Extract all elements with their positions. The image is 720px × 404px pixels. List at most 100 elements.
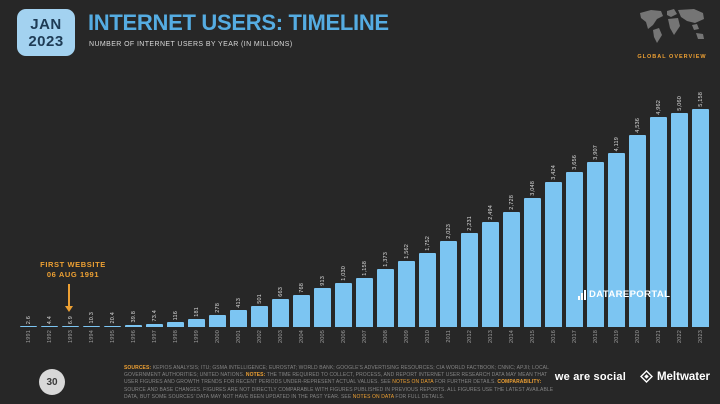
bar-column: 73.4: [144, 310, 165, 327]
footnote-segment-normal: KEPIOS ANALYSIS; ITU; GSMA INTELLIGENCE;…: [124, 365, 549, 379]
year-label: 2005: [319, 330, 326, 344]
bar: [398, 261, 415, 327]
bar-value-label: 2,728: [508, 195, 515, 210]
bar-column: 278: [207, 303, 228, 327]
year-label-cell: 2000: [207, 330, 228, 352]
bar-column: 4,536: [627, 118, 648, 327]
bar-value-label: 4,119: [613, 136, 620, 151]
bar-value-label: 913: [319, 276, 326, 286]
year-label: 2018: [592, 330, 599, 344]
year-label: 1996: [130, 330, 137, 344]
year-label-cell: 2001: [228, 330, 249, 352]
date-badge: JAN 2023: [17, 9, 75, 56]
footnote-segment-normal: THE TIME REQUIRED TO COLLECT, PROCESS, A…: [124, 372, 548, 386]
year-label: 1994: [88, 330, 95, 344]
year-label-cell: 2014: [501, 330, 522, 352]
year-label-cell: 2011: [438, 330, 459, 352]
bar: [419, 253, 436, 327]
x-axis-year-labels: 1991 1992 1993 1994 1995 1996 1997 1998 1999 2000…: [18, 330, 711, 352]
year-label-cell: 2020: [627, 330, 648, 352]
bar-column: 116: [165, 311, 186, 327]
bar-column: 3,907: [585, 145, 606, 327]
bar-column: 2,023: [438, 224, 459, 327]
year-label-cell: 1998: [165, 330, 186, 352]
footnote-segment-link: NOTES ON DATA: [392, 379, 434, 386]
bar: [629, 135, 646, 327]
source-notes-text: SOURCES: KEPIOS ANALYSIS; ITU; GSMA INTE…: [124, 365, 554, 401]
bar: [167, 322, 184, 327]
global-overview-label: GLOBAL OVERVIEW: [637, 54, 707, 60]
year-label: 2013: [487, 330, 494, 344]
bar: [587, 162, 604, 327]
bar: [230, 310, 247, 327]
year-label: 2020: [634, 330, 641, 344]
year-label: 1991: [25, 330, 32, 344]
year-label-cell: 2017: [564, 330, 585, 352]
bar-column: 1,752: [417, 236, 438, 327]
bar: [125, 325, 142, 327]
year-label-cell: 1995: [102, 330, 123, 352]
bar: [293, 295, 310, 327]
footnote-segment-normal: SOURCE AND BASE CHANGES. FIGURES ARE NOT…: [124, 386, 554, 400]
bar-column: 5,060: [669, 96, 690, 327]
year-label: 2000: [214, 330, 221, 344]
bar: [545, 182, 562, 327]
year-label: 2011: [445, 330, 452, 343]
bar-column: 10.3: [81, 312, 102, 327]
year-label-cell: 2012: [459, 330, 480, 352]
year-label: 2007: [361, 330, 368, 344]
footnote-segment-key: COMPARABILITY:: [497, 379, 542, 386]
bar-value-label: 73.4: [151, 310, 158, 322]
year-label-cell: 2004: [291, 330, 312, 352]
bar: [377, 269, 394, 327]
bar-value-label: 3,048: [529, 181, 536, 196]
bar: [104, 326, 121, 327]
bar-value-label: 4,536: [634, 118, 641, 133]
bar-column: 6.9: [60, 316, 81, 327]
bar: [146, 324, 163, 327]
bar-column: 2,728: [501, 195, 522, 327]
year-label: 1999: [193, 330, 200, 344]
bar: [692, 109, 709, 327]
bar-value-label: 2,023: [445, 224, 452, 239]
year-label-cell: 1991: [18, 330, 39, 352]
bar-value-label: 1,030: [340, 266, 347, 281]
bar-column: 2,231: [459, 216, 480, 327]
year-label-cell: 1999: [186, 330, 207, 352]
bar-value-label: 3,656: [571, 155, 578, 170]
bar-value-label: 3,907: [592, 145, 599, 160]
bar: [671, 113, 688, 327]
bar-value-label: 4,962: [655, 100, 662, 115]
bar-column: 2,494: [480, 205, 501, 327]
footer-logos: we are social Meltwater: [555, 370, 710, 383]
year-label-cell: 2015: [522, 330, 543, 352]
year-label-cell: 1997: [144, 330, 165, 352]
bar: [566, 172, 583, 327]
annotation-line1: FIRST WEBSITE: [40, 260, 106, 269]
year-label: 2001: [235, 330, 242, 344]
bar-value-label: 3,424: [550, 165, 557, 180]
year-label-cell: 2023: [690, 330, 711, 352]
bar-value-label: 10.3: [88, 312, 95, 324]
bar-column: 1,373: [375, 252, 396, 327]
year-label-cell: 1992: [39, 330, 60, 352]
year-label-cell: 2003: [270, 330, 291, 352]
first-website-annotation: FIRST WEBSITE 06 AUG 1991: [28, 260, 118, 280]
bar-value-label: 181: [193, 307, 200, 317]
bar-column: 3,048: [522, 181, 543, 327]
meltwater-label: Meltwater: [656, 370, 710, 383]
year-label-cell: 2019: [606, 330, 627, 352]
year-label: 2015: [529, 330, 536, 344]
year-label-cell: 1994: [81, 330, 102, 352]
date-badge-year: 2023: [28, 32, 64, 50]
bar-value-label: 1,158: [361, 261, 368, 276]
bar-column: 1,030: [333, 266, 354, 327]
bar: [272, 299, 289, 327]
bar-column: 4,119: [606, 137, 627, 327]
year-label-cell: 2016: [543, 330, 564, 352]
bar-value-label: 20.4: [109, 312, 116, 324]
year-label-cell: 1996: [123, 330, 144, 352]
bar-column: 39.8: [123, 311, 144, 327]
year-label: 2009: [403, 330, 410, 344]
bar-value-label: 4.4: [46, 315, 53, 324]
